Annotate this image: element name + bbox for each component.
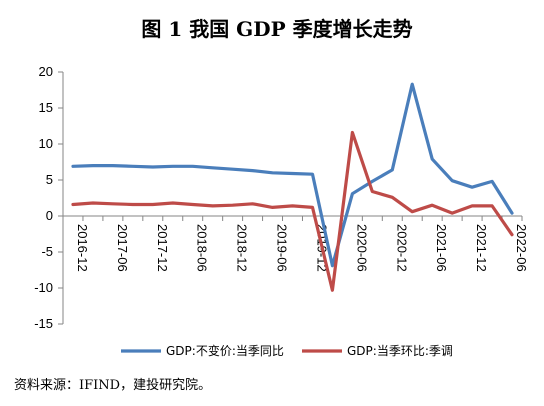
x-tick-label: 2019-06 (275, 224, 290, 272)
x-tick-label: 2021-06 (434, 224, 449, 272)
x-tick-label: 2017-12 (155, 224, 170, 272)
x-tick-label: 2020-12 (394, 224, 409, 272)
legend-label-2: GDP:当季环比:季调 (347, 344, 453, 358)
x-tick-label: 2017-06 (115, 224, 130, 272)
x-tick-label: 2022-06 (514, 224, 529, 272)
x-tick-label: 2021-12 (474, 224, 489, 272)
x-tick-label: 2016-12 (75, 224, 90, 272)
x-tick-label: 2018-12 (235, 224, 250, 272)
source-note: 资料来源：IFIND，建投研究院。 (14, 378, 212, 393)
series-line-2 (71, 130, 514, 292)
y-tick-label: 5 (46, 172, 53, 187)
y-tick-label: -5 (41, 244, 53, 259)
chart-title: 图 1 我国 GDP 季度增长走势 (141, 17, 412, 41)
legend-label-1: GDP:不变价:当季同比 (166, 343, 284, 358)
y-tick-label: 20 (39, 64, 53, 79)
x-tick-label: 2020-06 (354, 224, 369, 272)
y-tick-label: -15 (34, 316, 53, 331)
chart-legend: GDP:不变价:当季同比 GDP:当季环比:季调 (121, 343, 453, 358)
series-line-1 (71, 82, 514, 268)
y-tick-label: 10 (39, 136, 53, 151)
y-tick-label: 15 (39, 100, 53, 115)
chart-series (71, 82, 514, 292)
y-tick-label: -10 (34, 280, 53, 295)
x-tick-label: 2018-06 (195, 224, 210, 272)
chart-axes: 20 15 10 5 0 -5 -10 -15 2016-12 2017-06 2017-12 201… (34, 64, 529, 331)
y-tick-label: 0 (46, 208, 53, 223)
